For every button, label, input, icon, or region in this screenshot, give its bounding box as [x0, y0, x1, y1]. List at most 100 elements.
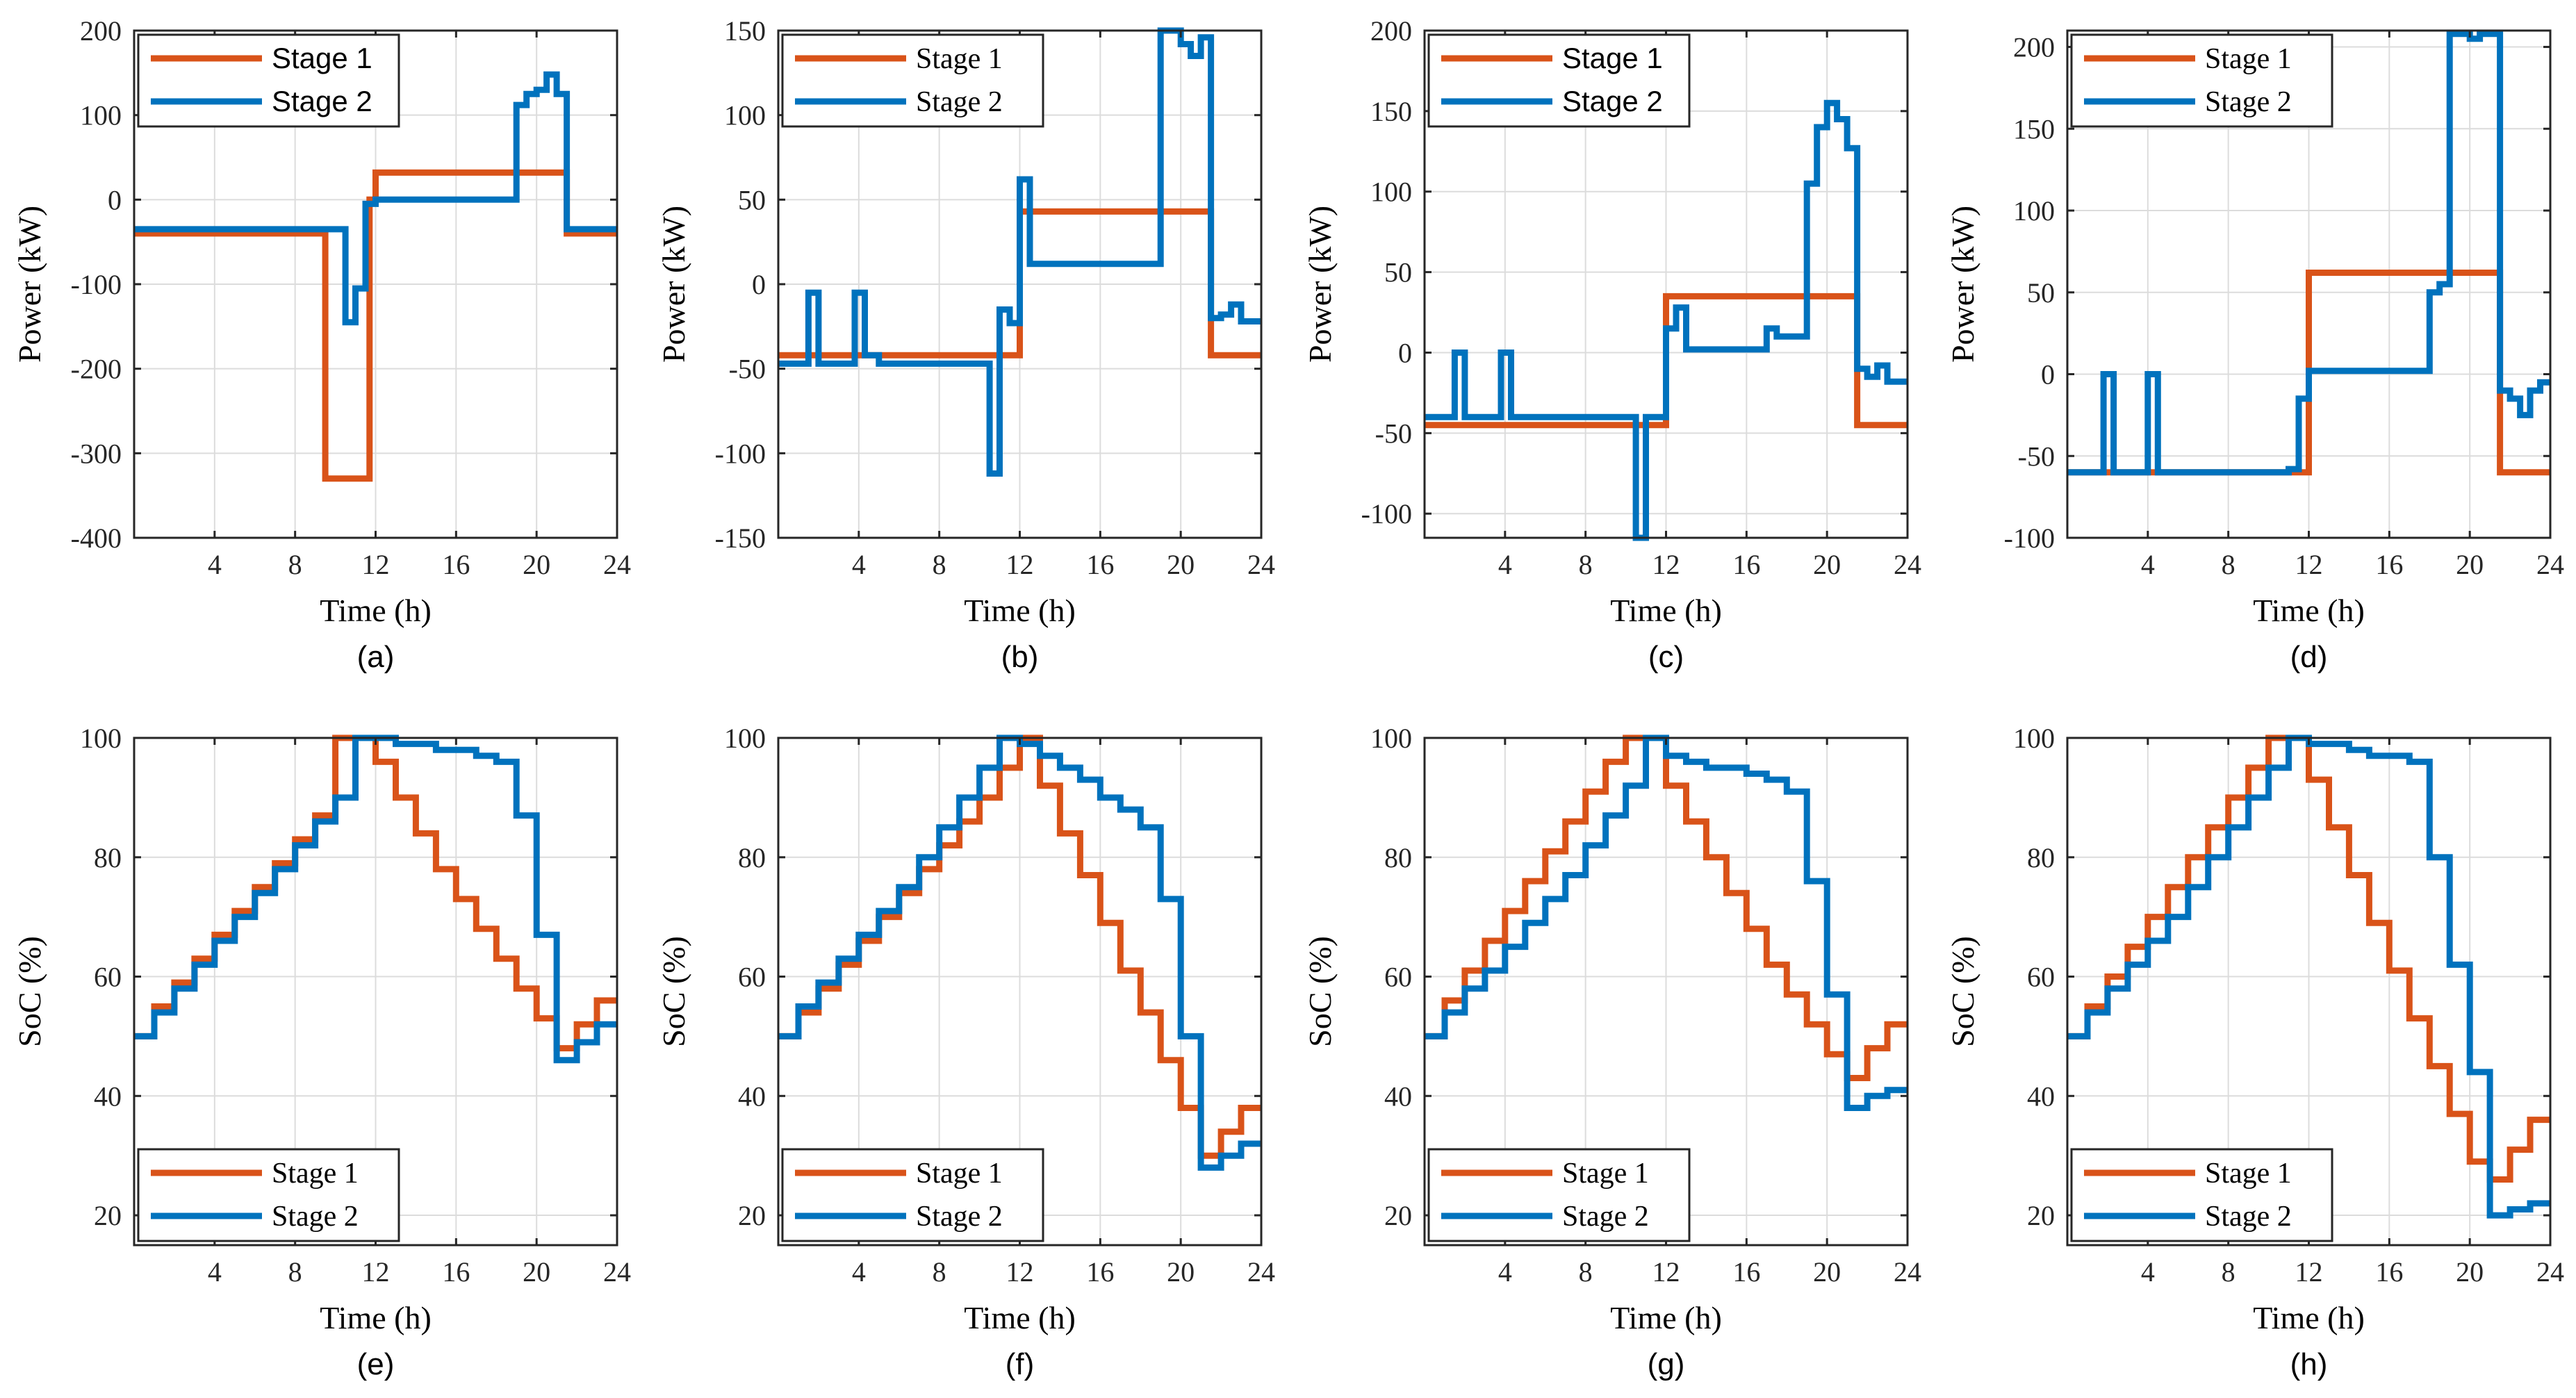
chart-panel-b: 4 8 12 16 20 24 -150 -100 -50 0 50 100 150 Time (h) Po… — [656, 15, 1275, 674]
y-tick-label: 40 — [2027, 1080, 2055, 1112]
series-line-stage-2 — [1425, 99, 1908, 541]
x-tick-label: 24 — [1247, 549, 1275, 580]
y-tick-label: -150 — [715, 523, 766, 554]
x-tick-label: 20 — [1813, 1256, 1841, 1288]
y-tick-label: 40 — [1384, 1080, 1412, 1112]
y-tick-label: 100 — [2013, 723, 2055, 754]
panel-label: (f) — [1006, 1347, 1035, 1381]
y-tick-label: 20 — [2027, 1200, 2055, 1231]
x-tick-label: 16 — [2375, 1256, 2403, 1288]
legend-label-stage-1: Stage 1 — [1562, 1158, 1649, 1190]
legend-box — [781, 1148, 1044, 1242]
y-axis-label: Power (kW) — [1945, 206, 1980, 363]
legend: Stage 1 Stage 2 — [781, 1148, 1044, 1242]
y-tick-label: 80 — [1384, 842, 1412, 873]
x-axis-label: Time (h) — [320, 593, 432, 628]
x-axis-label: Time (h) — [2253, 593, 2365, 628]
panel-label: (d) — [2290, 640, 2328, 674]
series-line-stage-2 — [2067, 31, 2550, 476]
x-tick-label: 4 — [852, 1256, 866, 1288]
legend: Stage 1 Stage 2 — [1427, 33, 1691, 128]
y-tick-label: -50 — [2018, 441, 2055, 472]
x-axis-label: Time (h) — [964, 593, 1076, 628]
panel-label: (b) — [1001, 640, 1039, 674]
legend: Stage 1 Stage 2 — [137, 1148, 400, 1242]
x-tick-label: 12 — [2295, 1256, 2323, 1288]
legend-label-stage-2: Stage 2 — [916, 86, 1003, 118]
series-line-stage-1 — [2067, 734, 2550, 1183]
x-tick-label: 20 — [523, 549, 550, 580]
chart-panel-d: 4 8 12 16 20 24 -100 -50 0 50 100 150 200 Time (h) Pow… — [1945, 29, 2564, 674]
x-tick-label: 12 — [1652, 1256, 1680, 1288]
y-axis-label: Power (kW) — [1302, 206, 1338, 363]
legend-box — [781, 33, 1044, 128]
x-tick-label: 20 — [1813, 549, 1841, 580]
chart-panel-e: 4 8 12 16 20 24 20 40 60 80 100 Time (h) SoC (%) (e) S… — [12, 723, 631, 1381]
y-tick-label: 100 — [80, 100, 122, 131]
y-tick-label: 200 — [2013, 32, 2055, 63]
y-tick-label: -100 — [1361, 498, 1412, 529]
legend-box — [2070, 1148, 2333, 1242]
y-tick-label: 100 — [80, 723, 122, 754]
y-tick-label: 50 — [2027, 277, 2055, 309]
x-tick-label: 16 — [2375, 549, 2403, 580]
x-tick-label: 20 — [1167, 1256, 1195, 1288]
y-tick-label: 80 — [94, 842, 122, 873]
x-tick-label: 20 — [1167, 549, 1195, 580]
chart-panel-h: 4 8 12 16 20 24 20 40 60 80 100 Time (h) SoC (%) (h) S… — [1945, 723, 2564, 1381]
x-tick-label: 16 — [1086, 549, 1114, 580]
y-axis-label: SoC (%) — [1302, 936, 1338, 1047]
legend-label-stage-2: Stage 2 — [1562, 85, 1663, 117]
x-axis-label: Time (h) — [964, 1300, 1076, 1335]
legend: Stage 1 Stage 2 — [1427, 1148, 1691, 1242]
x-tick-label: 4 — [208, 549, 222, 580]
legend-label-stage-2: Stage 2 — [272, 1201, 359, 1233]
x-tick-label: 12 — [1006, 549, 1034, 580]
x-tick-label: 8 — [933, 549, 946, 580]
x-tick-label: 4 — [1498, 549, 1512, 580]
y-tick-label: 50 — [1384, 257, 1412, 288]
legend-label-stage-1: Stage 1 — [272, 42, 372, 74]
y-tick-label: 40 — [94, 1080, 122, 1112]
y-tick-label: 100 — [1370, 176, 1412, 208]
x-tick-label: 4 — [208, 1256, 222, 1288]
panel-label: (c) — [1648, 640, 1684, 674]
y-tick-label: 60 — [94, 962, 122, 993]
y-tick-label: 80 — [2027, 842, 2055, 873]
x-tick-label: 20 — [2456, 1256, 2484, 1288]
y-tick-label: -300 — [71, 438, 122, 469]
x-tick-label: 24 — [1894, 1256, 1921, 1288]
y-tick-label: 100 — [1370, 723, 1412, 754]
x-tick-label: 24 — [2536, 1256, 2564, 1288]
y-tick-label: 0 — [1398, 337, 1412, 368]
y-tick-label: -50 — [729, 354, 766, 385]
y-tick-label: 20 — [738, 1200, 766, 1231]
panel-label: (a) — [357, 640, 395, 674]
x-tick-label: 8 — [2222, 549, 2235, 580]
y-tick-label: -200 — [71, 354, 122, 385]
y-tick-label: 200 — [1370, 15, 1412, 47]
legend-label-stage-2: Stage 2 — [2205, 1201, 2292, 1233]
x-tick-label: 16 — [1086, 1256, 1114, 1288]
series-line-stage-1 — [1425, 293, 1908, 429]
legend: Stage 1 Stage 2 — [137, 33, 400, 128]
panel-label: (h) — [2290, 1347, 2328, 1381]
x-tick-label: 12 — [1006, 1256, 1034, 1288]
y-tick-label: -50 — [1375, 418, 1412, 449]
y-tick-label: -100 — [2004, 523, 2055, 554]
legend-label-stage-2: Stage 2 — [2205, 86, 2292, 118]
legend-box — [2070, 33, 2333, 128]
series-line-stage-2 — [134, 71, 617, 326]
x-axis-label: Time (h) — [1610, 1300, 1722, 1335]
legend: Stage 1 Stage 2 — [2070, 33, 2333, 128]
y-tick-label: -100 — [71, 269, 122, 300]
x-tick-label: 8 — [2222, 1256, 2235, 1288]
y-axis-label: Power (kW) — [656, 206, 691, 363]
x-tick-label: 24 — [603, 549, 631, 580]
legend-label-stage-2: Stage 2 — [916, 1201, 1003, 1233]
x-tick-label: 4 — [1498, 1256, 1512, 1288]
x-tick-label: 8 — [933, 1256, 946, 1288]
x-tick-label: 16 — [1732, 549, 1760, 580]
panel-label: (g) — [1648, 1347, 1685, 1381]
